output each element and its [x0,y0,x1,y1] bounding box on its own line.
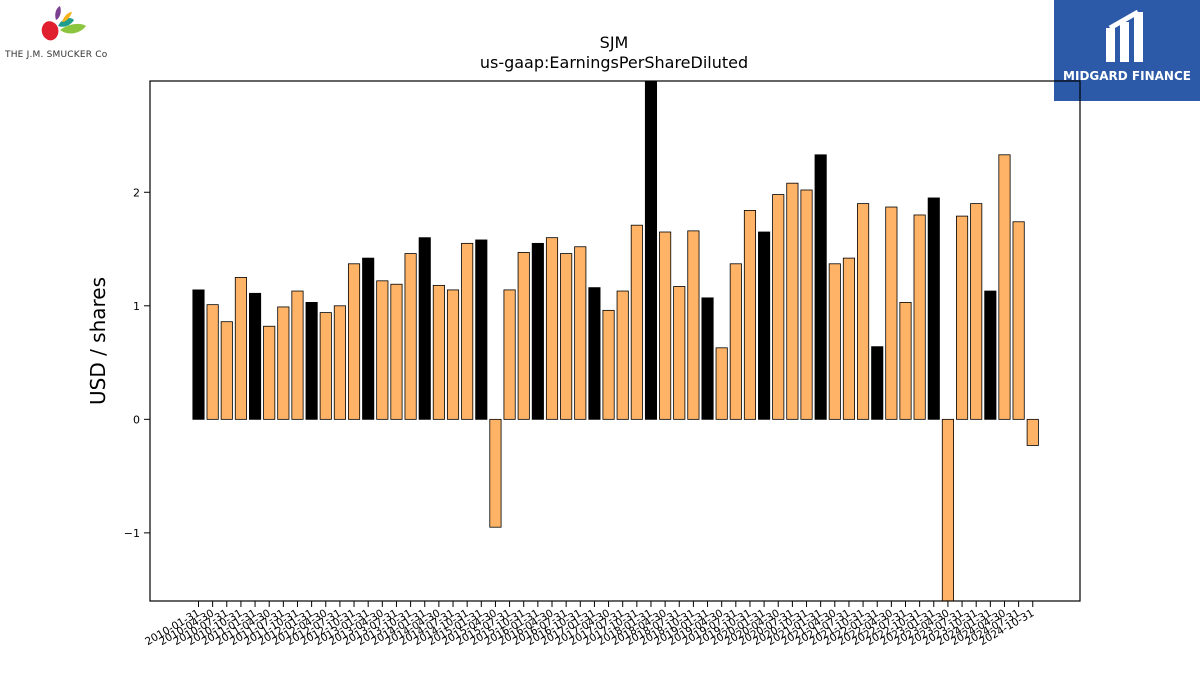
bar-2013-01-31 [362,257,375,420]
bar-2018-04-30 [659,231,672,420]
y-tick-label: 2 [133,186,140,199]
bar-2014-04-30 [432,284,445,420]
bars-layer [192,80,1039,602]
bar-2020-07-31 [786,182,799,420]
bar-2010-01-31 [192,289,205,420]
bar-2024-07-31 [1012,221,1025,420]
midgard-finance-logo: MIDGARD FINANCE [1054,0,1200,101]
bar-2012-10-31 [347,263,361,420]
smucker-logo-mark [41,6,86,41]
bar-2011-07-31 [277,306,290,420]
bar-2013-07-31 [390,283,403,420]
bar-2021-07-31 [842,257,855,420]
bar-2011-04-30 [263,325,276,420]
smucker-logo: THE J.M. SMUCKER Co [0,0,125,70]
bar-2022-10-31 [913,214,926,420]
bar-2010-04-30 [206,304,219,420]
bar-2019-04-30 [715,347,728,420]
smucker-logo-text: THE J.M. SMUCKER Co [5,50,108,60]
bar-2012-07-31 [333,305,346,420]
bar-2015-01-31 [475,239,488,420]
bar-2010-07-31 [220,321,233,420]
bar-2023-07-31 [956,215,969,420]
bar-2019-10-31 [743,210,757,420]
bar-2014-01-31 [418,237,431,420]
bar-2018-10-31 [687,230,700,420]
y-axis-label: USD / shares [86,277,110,405]
bar-2010-10-31 [234,277,247,420]
bar-2017-10-31 [630,224,643,420]
bar-2024-04-30 [998,154,1011,420]
bar-2023-10-31 [970,203,983,420]
plot-frame [149,80,1081,602]
bar-2012-04-30 [319,312,332,420]
bar-2011-10-31 [291,290,304,420]
y-tick-label: −1 [124,527,140,540]
bar-2021-04-30 [828,263,841,420]
bar-2018-01-31 [644,80,658,420]
bar-2017-04-30 [602,309,615,420]
chart-title: SJM [600,33,629,52]
bar-2021-10-31 [857,203,870,420]
chart-subtitle: us-gaap:EarningsPerShareDiluted [480,53,748,72]
bar-2020-10-31 [800,189,813,420]
bar-2022-04-30 [885,206,898,420]
bar-2016-10-31 [574,246,587,420]
y-tick-label: 0 [133,413,140,426]
bar-2015-10-31 [517,252,530,420]
bar-2017-01-31 [588,287,601,420]
bar-2024-10-31 [1026,418,1039,446]
bar-2013-10-31 [404,253,417,420]
bar-2018-07-31 [673,286,686,420]
midgard-logo-text: MIDGARD FINANCE [1063,69,1191,83]
bar-2015-04-30 [489,418,502,528]
bar-2011-01-31 [249,292,262,420]
bar-2024-01-31 [984,290,997,420]
bar-2016-07-31 [560,253,573,420]
y-tick-label: 1 [133,300,140,313]
bar-2014-07-31 [446,289,460,420]
bar-2019-07-31 [729,263,742,420]
bar-2016-01-31 [531,242,544,420]
bar-2022-07-31 [899,301,912,420]
bar-2013-04-30 [376,280,389,420]
bar-2017-07-31 [616,290,629,420]
bar-2012-01-31 [305,301,318,420]
bar-2016-04-30 [545,237,559,420]
bar-2014-10-31 [461,242,474,420]
bar-2023-04-30 [941,418,954,602]
bar-2021-01-31 [814,154,827,420]
bar-2020-01-31 [758,231,771,420]
bar-2022-01-31 [871,346,884,420]
bar-2019-01-31 [701,297,714,420]
bar-2020-04-30 [772,194,785,420]
midgard-logo-mark [1106,9,1143,62]
y-axis-ticks: −1 0 1 2 [124,186,150,540]
bar-2023-01-31 [927,197,940,420]
x-axis-ticks: 2010-01-312010-04-302010-07-312010-10-31… [143,601,1036,648]
bar-2015-07-31 [503,289,516,420]
